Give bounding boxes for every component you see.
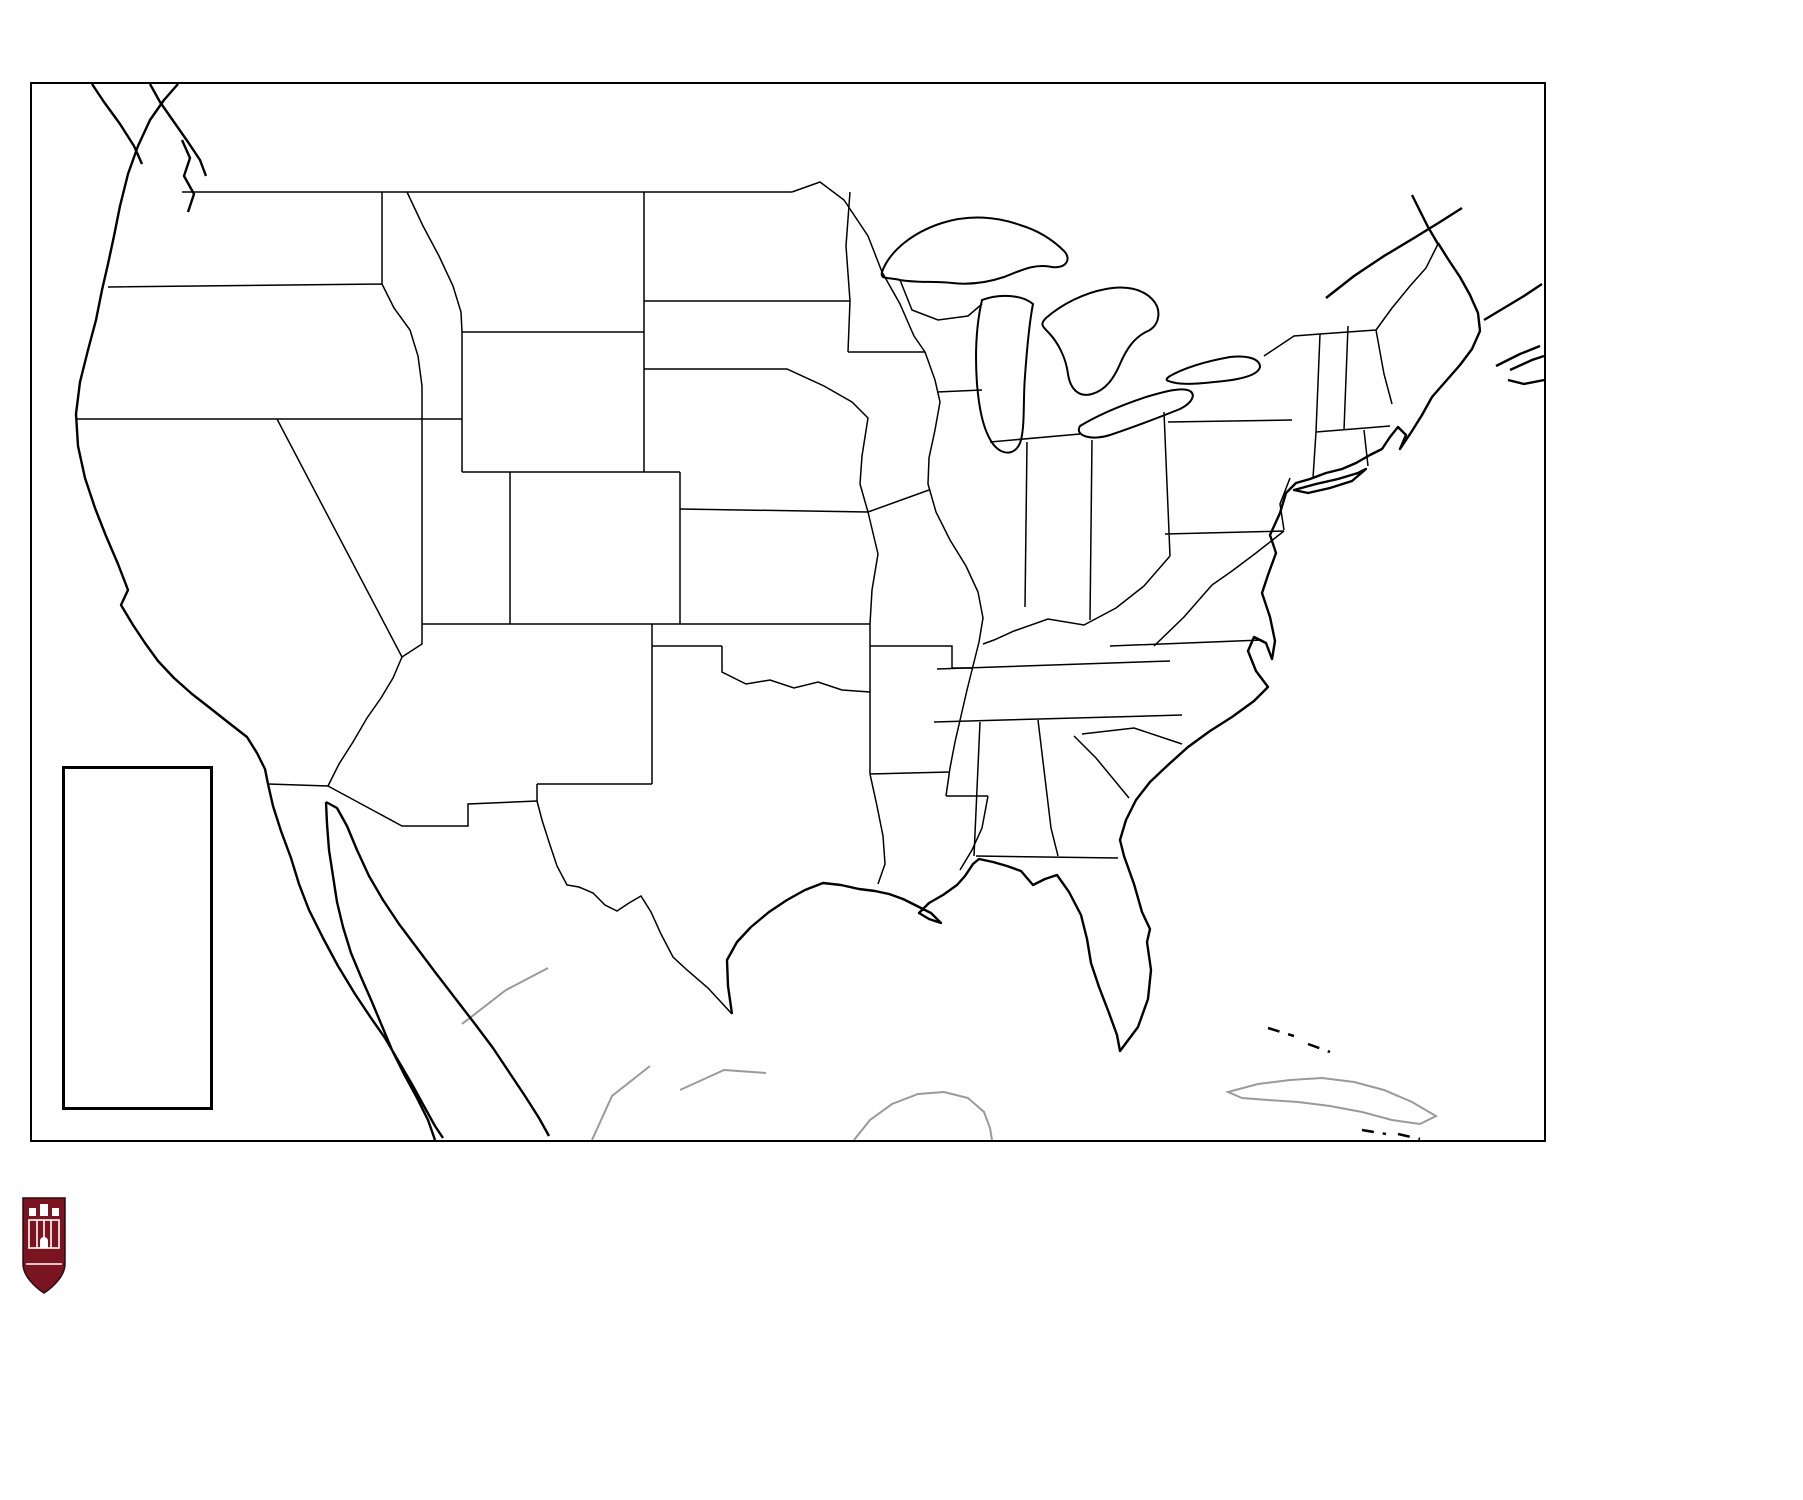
long-island [1292, 467, 1368, 495]
lake-superior [880, 216, 1069, 285]
gulf-atlantic-coast [725, 242, 1482, 1053]
lake-erie [1077, 388, 1194, 439]
mexico-state-lines [461, 967, 767, 1140]
canada-northeast-coast [1325, 194, 1544, 386]
validity-info-box [62, 765, 214, 1110]
great-lakes [880, 216, 1262, 454]
lake-michigan [975, 294, 1035, 454]
lake-huron [1041, 286, 1160, 396]
us-scp-map [74, 84, 1544, 1140]
yucatan-coast [853, 1090, 993, 1140]
castle-door-icon [40, 1237, 48, 1248]
river-borders [536, 271, 1171, 1015]
coastlines [74, 84, 1544, 1140]
midwest-east-state-lines [899, 243, 1439, 799]
cuba-outline [1224, 1076, 1439, 1126]
gulf-of-california-coast [325, 800, 551, 1137]
colorbar [70, 1146, 1495, 1182]
castle-icon [29, 1204, 59, 1216]
southern-state-lines [791, 181, 1183, 859]
british-columbia-coast [91, 84, 208, 213]
plains-state-lines [510, 191, 972, 801]
baja-california-coast [266, 783, 444, 1140]
foreign-borders [461, 967, 1439, 1140]
pacific-coast [74, 84, 270, 785]
colorbar-tick-labels [70, 1186, 1495, 1232]
lake-ontario [1165, 355, 1262, 385]
map-panel [30, 82, 1546, 1142]
state-borders [76, 181, 1439, 1015]
western-state-lines [76, 191, 792, 827]
niu-logo [22, 1197, 66, 1294]
bahamas-dashes [1267, 1026, 1421, 1140]
